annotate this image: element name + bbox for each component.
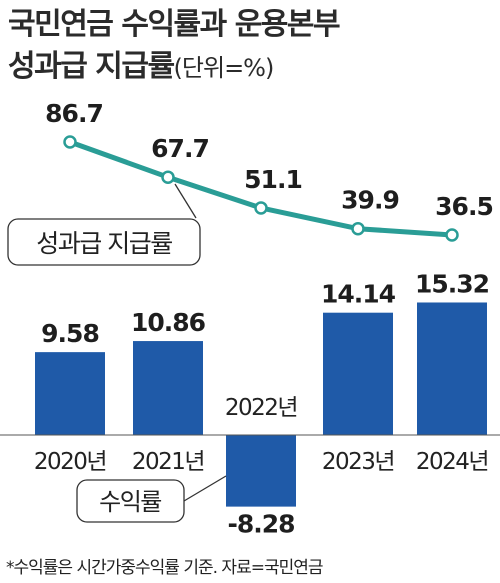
bar-value-label-0: 9.58 xyxy=(41,319,99,348)
line-value-label-1: 67.7 xyxy=(151,134,209,163)
line-callout-leader xyxy=(174,183,197,219)
title-line2-text: 성과급 지급률 xyxy=(8,49,175,84)
bar-3 xyxy=(323,312,393,435)
line-series-label: 성과급 지급률 xyxy=(36,229,172,258)
x-tick-label-2: 2022년 xyxy=(225,395,297,421)
line-point-0 xyxy=(63,135,77,149)
x-tick-label-0: 2020년 xyxy=(34,449,106,475)
footnote: *수익률은 시간가중수익률 기준. 자료=국민연금 xyxy=(6,558,324,578)
title-line2: 성과급 지급률(단위=%) xyxy=(8,46,339,89)
x-tick-label-3: 2023년 xyxy=(322,449,394,475)
bar-0 xyxy=(35,352,105,435)
chart-title: 국민연금 수익률과 운용본부 성과급 지급률(단위=%) xyxy=(8,4,341,89)
bar-4 xyxy=(417,302,487,435)
bar-callout-box xyxy=(76,479,185,523)
line-point-2 xyxy=(254,201,268,215)
bar-series-label: 수익률 xyxy=(99,488,161,516)
title-line1: 국민연금 수익률과 운용본부 xyxy=(8,7,341,42)
line-point-4 xyxy=(445,228,459,242)
line-callout-box xyxy=(7,218,201,266)
line-point-1 xyxy=(161,170,175,184)
bar-value-label-1: 10.86 xyxy=(131,308,206,337)
bar-value-label-2: -8.28 xyxy=(227,510,294,539)
bar-2 xyxy=(226,435,296,507)
x-tick-label-1: 2021년 xyxy=(132,449,204,475)
bar-value-label-4: 15.32 xyxy=(415,269,489,298)
x-tick-label-4: 2024년 xyxy=(416,449,488,475)
bar-value-label-3: 14.14 xyxy=(321,280,396,309)
title-unit: (단위=%) xyxy=(173,54,275,82)
line-value-label-0: 86.7 xyxy=(45,99,103,128)
line-value-label-2: 51.1 xyxy=(244,165,302,194)
line-value-label-4: 36.5 xyxy=(435,192,493,221)
bar-1 xyxy=(133,341,203,435)
line-point-3 xyxy=(351,221,365,236)
line-value-label-3: 39.9 xyxy=(341,186,399,215)
bar-callout-leader xyxy=(183,475,227,502)
